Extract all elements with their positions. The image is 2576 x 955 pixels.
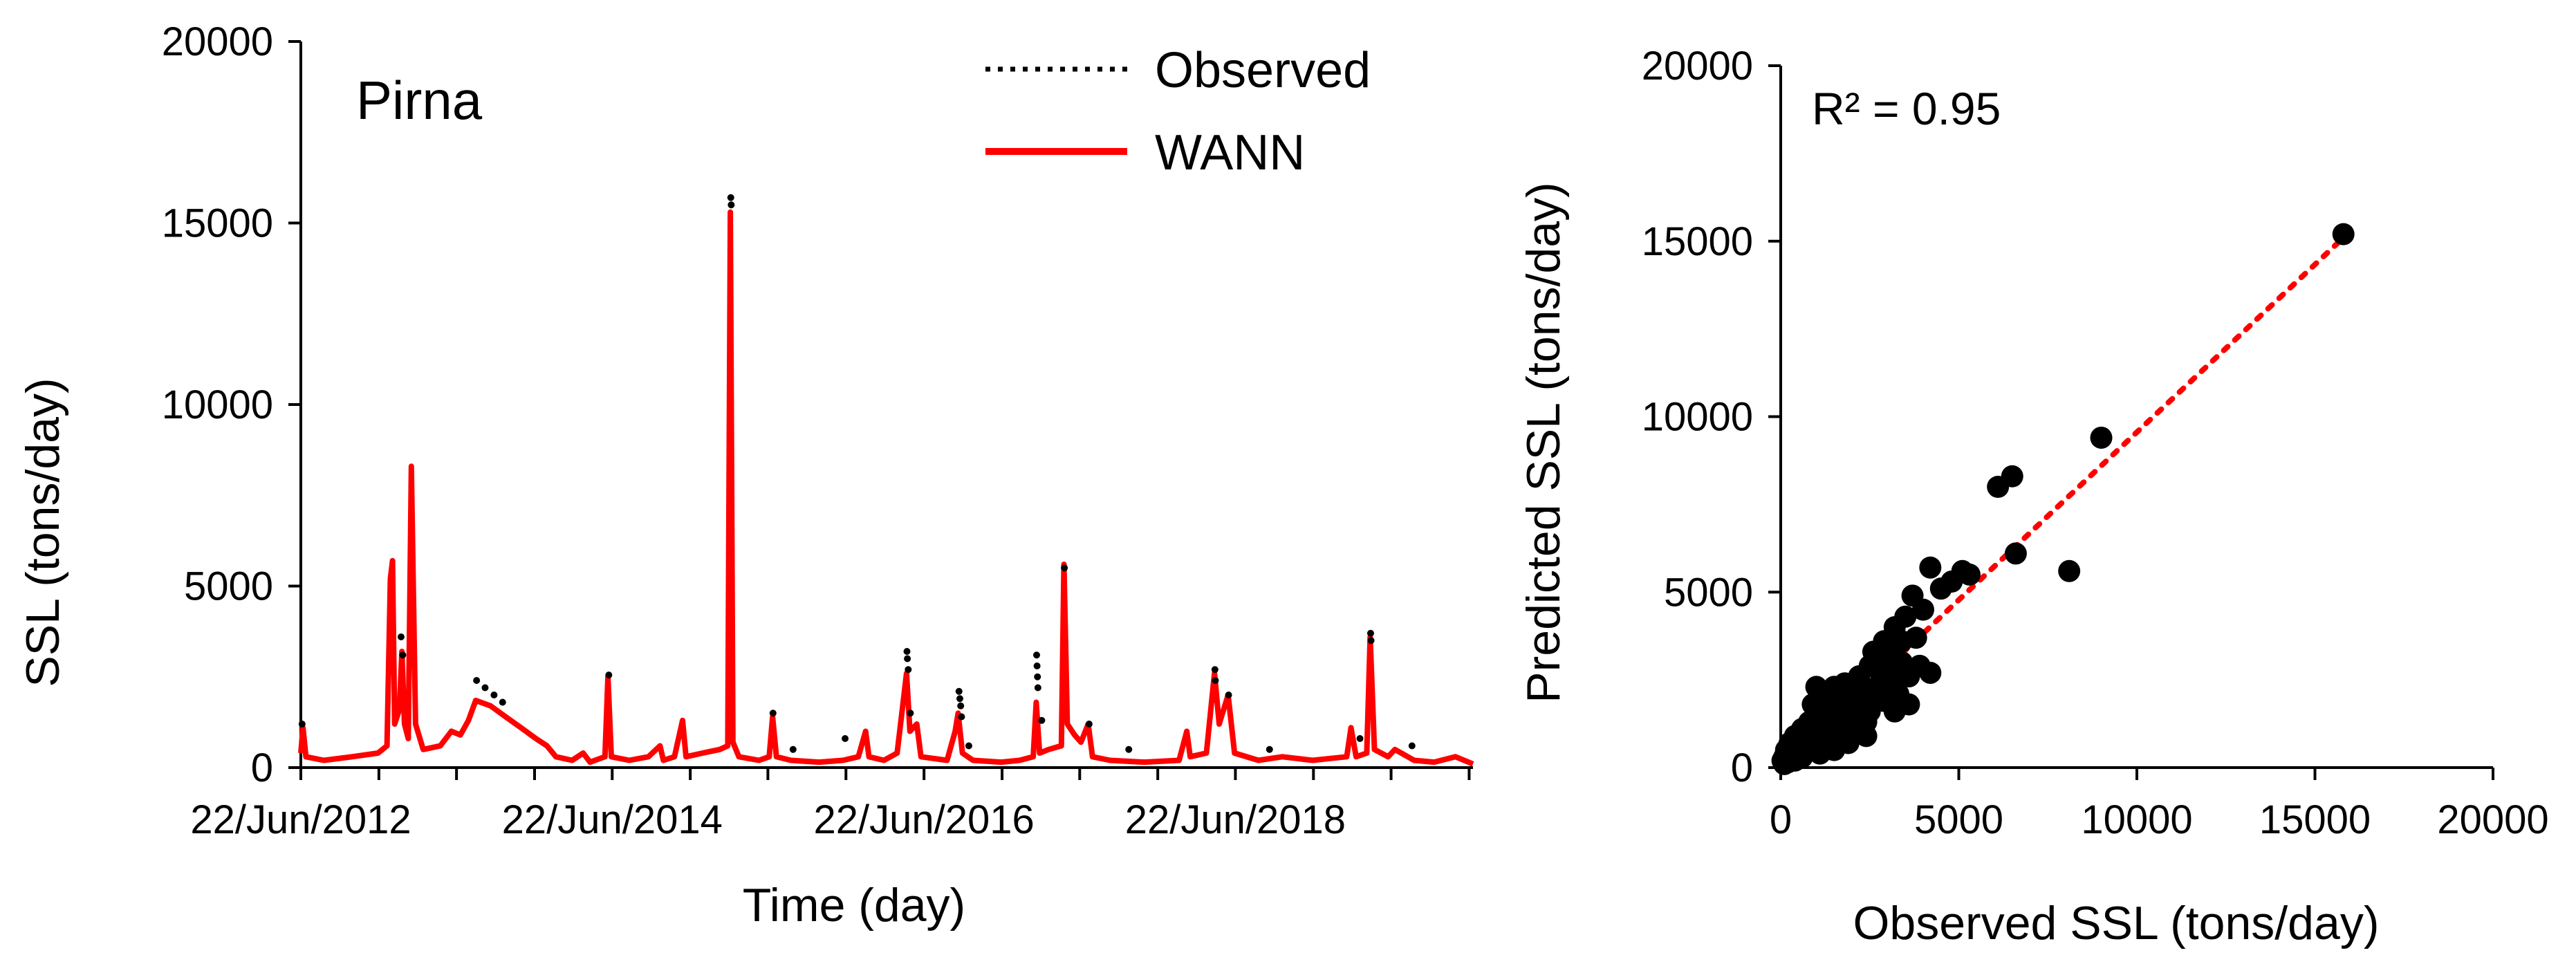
y-tick-label: 15000 <box>162 201 273 246</box>
observed-point <box>1356 735 1364 742</box>
scatter-y-tick-label: 5000 <box>1664 570 1753 615</box>
scatter-point <box>1898 665 1920 688</box>
observed-point <box>397 633 405 640</box>
observed-point <box>789 745 797 753</box>
scatter-axes <box>1768 64 2494 780</box>
observed-point <box>1034 684 1041 692</box>
scatter-x-tick-label: 10000 <box>2081 797 2192 842</box>
station-label: Pirna <box>356 70 483 131</box>
scatter-point <box>1929 577 1952 600</box>
observed-point <box>728 201 735 209</box>
y-tick-label: 20000 <box>162 19 273 64</box>
scatter-point <box>1771 749 1794 772</box>
scatter-point <box>1912 598 1934 621</box>
scatter-x-axis-title: Observed SSL (tons/day) <box>1853 897 2380 949</box>
scatter-y-tick-label: 15000 <box>1642 219 1753 264</box>
observed-point <box>1211 666 1218 674</box>
y-tick-label: 0 <box>251 745 273 790</box>
observed-point <box>1033 651 1041 659</box>
observed-point <box>1266 745 1273 753</box>
scatter-y-axis-title: Predicted SSL (tons/day) <box>1517 182 1570 703</box>
wann-line <box>298 209 1474 767</box>
scatter-point <box>2332 223 2355 245</box>
observed-point <box>473 677 481 684</box>
observed-point <box>490 692 498 698</box>
x-axis-title: Time (day) <box>743 879 965 931</box>
scatter-point <box>1883 700 1906 723</box>
observed-point <box>605 671 613 679</box>
observed-point <box>1212 677 1219 684</box>
observed-point <box>727 194 734 201</box>
scatter-point <box>1869 679 1892 702</box>
observed-point <box>399 651 407 659</box>
scatter-point <box>1891 630 1914 653</box>
x-tick-label: 22/Jun/2016 <box>814 797 1035 842</box>
scatter-point <box>2090 426 2113 449</box>
observed-point <box>958 713 965 721</box>
time-series-chart: 0 5000 10000 15000 20000 22/Jun/2012 22/Jun/20… <box>17 19 1474 931</box>
observed-point <box>905 666 912 674</box>
observed-point <box>907 710 914 717</box>
observed-point <box>903 648 911 655</box>
observed-point <box>298 721 306 727</box>
y-axis-title: SSL (tons/day) <box>17 378 69 687</box>
observed-point <box>1038 716 1046 724</box>
y-tick-label: 10000 <box>162 382 273 427</box>
scatter-x-tick-label: 20000 <box>2437 797 2548 842</box>
scatter-x-tick-label: 0 <box>1770 797 1792 842</box>
observed-point <box>957 702 965 710</box>
x-tick-label: 22/Jun/2012 <box>190 797 411 842</box>
observed-point <box>1033 662 1041 669</box>
scatter-y-tick-label: 20000 <box>1642 44 1753 89</box>
observed-series <box>298 194 1416 753</box>
observed-point <box>1034 673 1041 680</box>
scatter-point <box>2004 542 2027 565</box>
observed-point <box>1061 564 1068 572</box>
observed-point <box>1125 745 1133 753</box>
y-tick-label: 5000 <box>184 564 273 609</box>
time-series-axes <box>288 40 1473 780</box>
wann-series <box>298 209 1474 767</box>
observed-point <box>956 695 963 703</box>
scatter-y-tick-label: 10000 <box>1642 395 1753 440</box>
r-squared-label: R² = 0.95 <box>1812 83 2001 134</box>
scatter-point <box>1987 476 2010 498</box>
x-tick-label: 22/Jun/2018 <box>1125 797 1346 842</box>
observed-point <box>1408 742 1416 750</box>
scatter-y-tick-label: 0 <box>1731 745 1753 790</box>
scatter-point <box>2058 559 2081 582</box>
x-tick-label: 22/Jun/2014 <box>502 797 723 842</box>
observed-point <box>842 735 849 742</box>
observed-point <box>1367 637 1375 645</box>
observed-point <box>955 687 963 695</box>
scatter-point <box>1919 556 1942 579</box>
chart-legend: Observed WANN <box>985 43 1371 180</box>
scatter-tick-labels: 0 5000 10000 15000 20000 0 5000 10000 15000 20000 <box>1642 44 2549 842</box>
scatter-point <box>1841 714 1863 737</box>
scatter-points <box>1771 223 2355 775</box>
scatter-point <box>1858 700 1881 723</box>
scatter-x-tick-label: 15000 <box>2259 797 2371 842</box>
observed-point <box>769 710 777 717</box>
observed-point <box>1085 721 1093 727</box>
observed-point <box>1225 692 1232 698</box>
legend-wann-label: WANN <box>1155 125 1305 180</box>
observed-point <box>1366 629 1374 637</box>
time-series-tick-labels: 0 5000 10000 15000 20000 22/Jun/2012 22/Jun/20… <box>162 19 1346 842</box>
observed-point <box>481 684 489 692</box>
observed-point <box>499 698 506 706</box>
observed-point <box>904 655 911 662</box>
scatter-x-tick-label: 5000 <box>1914 797 2003 842</box>
observed-point <box>965 742 972 750</box>
scatter-chart: 0 5000 10000 15000 20000 0 5000 10000 15000 20000… <box>1517 44 2549 949</box>
scatter-point <box>1958 563 1981 586</box>
scatter-point <box>1812 700 1835 723</box>
legend-observed-label: Observed <box>1155 43 1371 98</box>
